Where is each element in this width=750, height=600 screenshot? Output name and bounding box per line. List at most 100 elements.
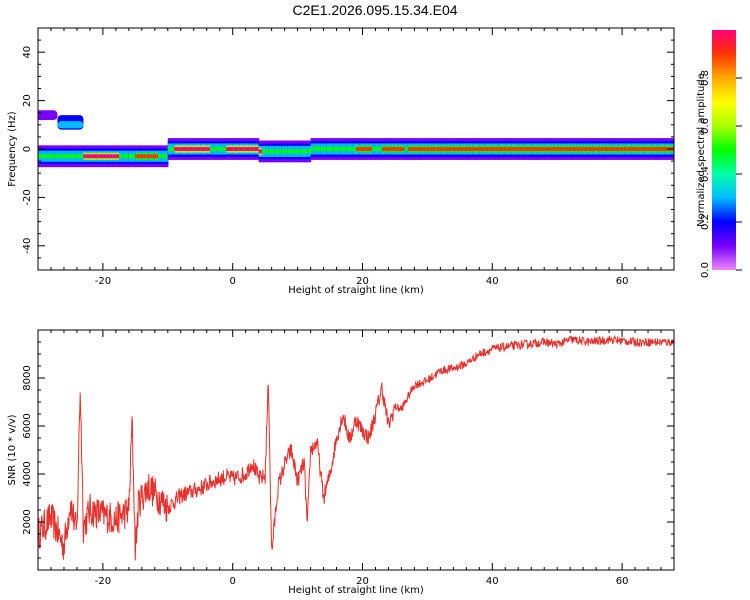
spectrogram-cell xyxy=(135,154,140,159)
colorbar-fill xyxy=(712,30,736,270)
spectrogram-cell xyxy=(190,147,195,151)
spectrogram-cell xyxy=(553,147,558,151)
spectrogram-cell xyxy=(476,147,480,151)
spectrogram-cell xyxy=(638,147,643,151)
spectrogram-cell xyxy=(518,147,523,151)
spectrogram-cell xyxy=(336,147,341,151)
colorbar: 0.0 0.2 0.4 0.6 0.8 Normalized spectral ampl… xyxy=(696,30,742,278)
spectrogram-cell xyxy=(362,147,367,151)
spectrogram-cell xyxy=(265,149,269,154)
spectrogram-cell xyxy=(579,147,584,151)
spectrogram-cell xyxy=(644,147,649,151)
spectrogram-cell xyxy=(648,147,652,151)
spectrogram-x-label: Height of straight line (km) xyxy=(288,285,424,296)
spectrogram-cell xyxy=(261,149,266,154)
y-tick-label: 2000 xyxy=(22,509,33,534)
spectrogram-cell xyxy=(534,147,539,151)
y-tick-label: -20 xyxy=(22,189,33,205)
spectrogram-cell xyxy=(128,154,133,159)
spectrogram-cell xyxy=(339,147,344,151)
spectrogram-cell xyxy=(197,147,201,151)
colorbar-tick-label: 0.4 xyxy=(700,166,711,182)
spectrogram-cell xyxy=(430,147,435,151)
spectrogram-cell xyxy=(352,147,357,151)
spectrogram-cell xyxy=(631,147,636,151)
spectrogram-cell xyxy=(654,147,659,151)
spectrogram-cell xyxy=(557,147,562,151)
spectrogram-cell xyxy=(417,147,422,151)
spectrogram-cell xyxy=(401,147,406,151)
colorbar-tick-label: 0.2 xyxy=(700,214,711,230)
spectrogram-cell xyxy=(60,154,65,159)
spectrogram-cell xyxy=(469,147,474,151)
x-tick-label: 60 xyxy=(616,576,629,587)
y-tick-label: 8000 xyxy=(22,365,33,390)
spectrogram-cell xyxy=(96,154,101,159)
spectrogram-cell xyxy=(167,147,172,151)
spectrogram-cell xyxy=(463,147,467,151)
spectrogram-cell xyxy=(89,154,94,159)
snr-x-ticks: -20 0 20 40 60 xyxy=(37,330,675,587)
spectrogram-blob xyxy=(38,110,58,120)
spectrogram-cell xyxy=(657,147,662,151)
spectrogram-cell xyxy=(583,147,587,151)
spectrogram-cell xyxy=(109,154,114,159)
spectrogram-cell xyxy=(278,149,282,154)
spectrogram-cell xyxy=(605,147,610,151)
spectrogram-cell xyxy=(346,147,351,151)
x-tick-label: 60 xyxy=(616,276,629,287)
spectrogram-heatmap xyxy=(38,110,674,168)
spectrogram-cell xyxy=(239,147,244,151)
spectrogram-cell xyxy=(317,147,321,151)
spectrogram-cell xyxy=(372,147,377,151)
x-tick-label: 20 xyxy=(356,576,369,587)
spectrogram-cell xyxy=(343,147,347,151)
spectrogram-cell xyxy=(323,147,328,151)
snr-panel: -20 0 20 40 60 2000 4000 6000 8000 Height of st… xyxy=(7,329,675,596)
spectrogram-cell xyxy=(664,147,669,151)
spectrogram-cell xyxy=(424,147,428,151)
spectrogram-cell xyxy=(222,147,227,151)
spectrogram-cell xyxy=(515,147,519,151)
y-tick-label: -40 xyxy=(22,238,33,254)
spectrogram-cell xyxy=(466,147,471,151)
spectrogram-cell xyxy=(479,147,484,151)
spectrogram-cell xyxy=(232,147,237,151)
spectrogram-cell xyxy=(388,147,393,151)
spectrogram-cell xyxy=(187,147,192,151)
spectrogram-cell xyxy=(151,154,156,159)
spectrogram-cell xyxy=(547,147,552,151)
y-tick-label: 4000 xyxy=(22,461,33,486)
spectrogram-cell xyxy=(537,147,542,151)
spectrogram-cell xyxy=(158,154,162,159)
spectrogram-blob xyxy=(57,121,84,129)
spectrogram-cell xyxy=(635,147,639,151)
spectrogram-cell xyxy=(50,154,55,159)
colorbar-ticks: 0.0 0.2 0.4 0.6 0.8 xyxy=(700,70,742,278)
spectrogram-cell xyxy=(544,147,549,151)
spectrogram-cell xyxy=(320,147,325,151)
spectrogram-cell xyxy=(76,154,81,159)
spectrogram-cell xyxy=(73,154,78,159)
spectrogram-cell xyxy=(209,147,214,151)
spectrogram-cell xyxy=(164,154,169,159)
spectrogram-cell xyxy=(599,147,604,151)
spectrogram-cell xyxy=(57,154,62,159)
spectrogram-cell xyxy=(612,147,617,151)
spectrogram-cell xyxy=(375,147,380,151)
spectrogram-cell xyxy=(527,147,532,151)
spectrogram-cell xyxy=(255,147,260,151)
spectrogram-cell xyxy=(625,147,630,151)
spectrogram-cell xyxy=(446,147,451,151)
spectrogram-cell xyxy=(281,149,286,154)
spectrogram-cell xyxy=(602,147,607,151)
spectrogram-cell xyxy=(177,147,182,151)
spectrogram-cell xyxy=(502,147,506,151)
spectrogram-cell xyxy=(427,147,432,151)
spectrogram-cell xyxy=(63,154,68,159)
spectrogram-cell xyxy=(566,147,571,151)
spectrogram-cell xyxy=(505,147,510,151)
y-tick-label: 40 xyxy=(22,46,33,59)
spectrogram-cell xyxy=(138,154,143,159)
spectrogram-cell xyxy=(394,147,399,151)
